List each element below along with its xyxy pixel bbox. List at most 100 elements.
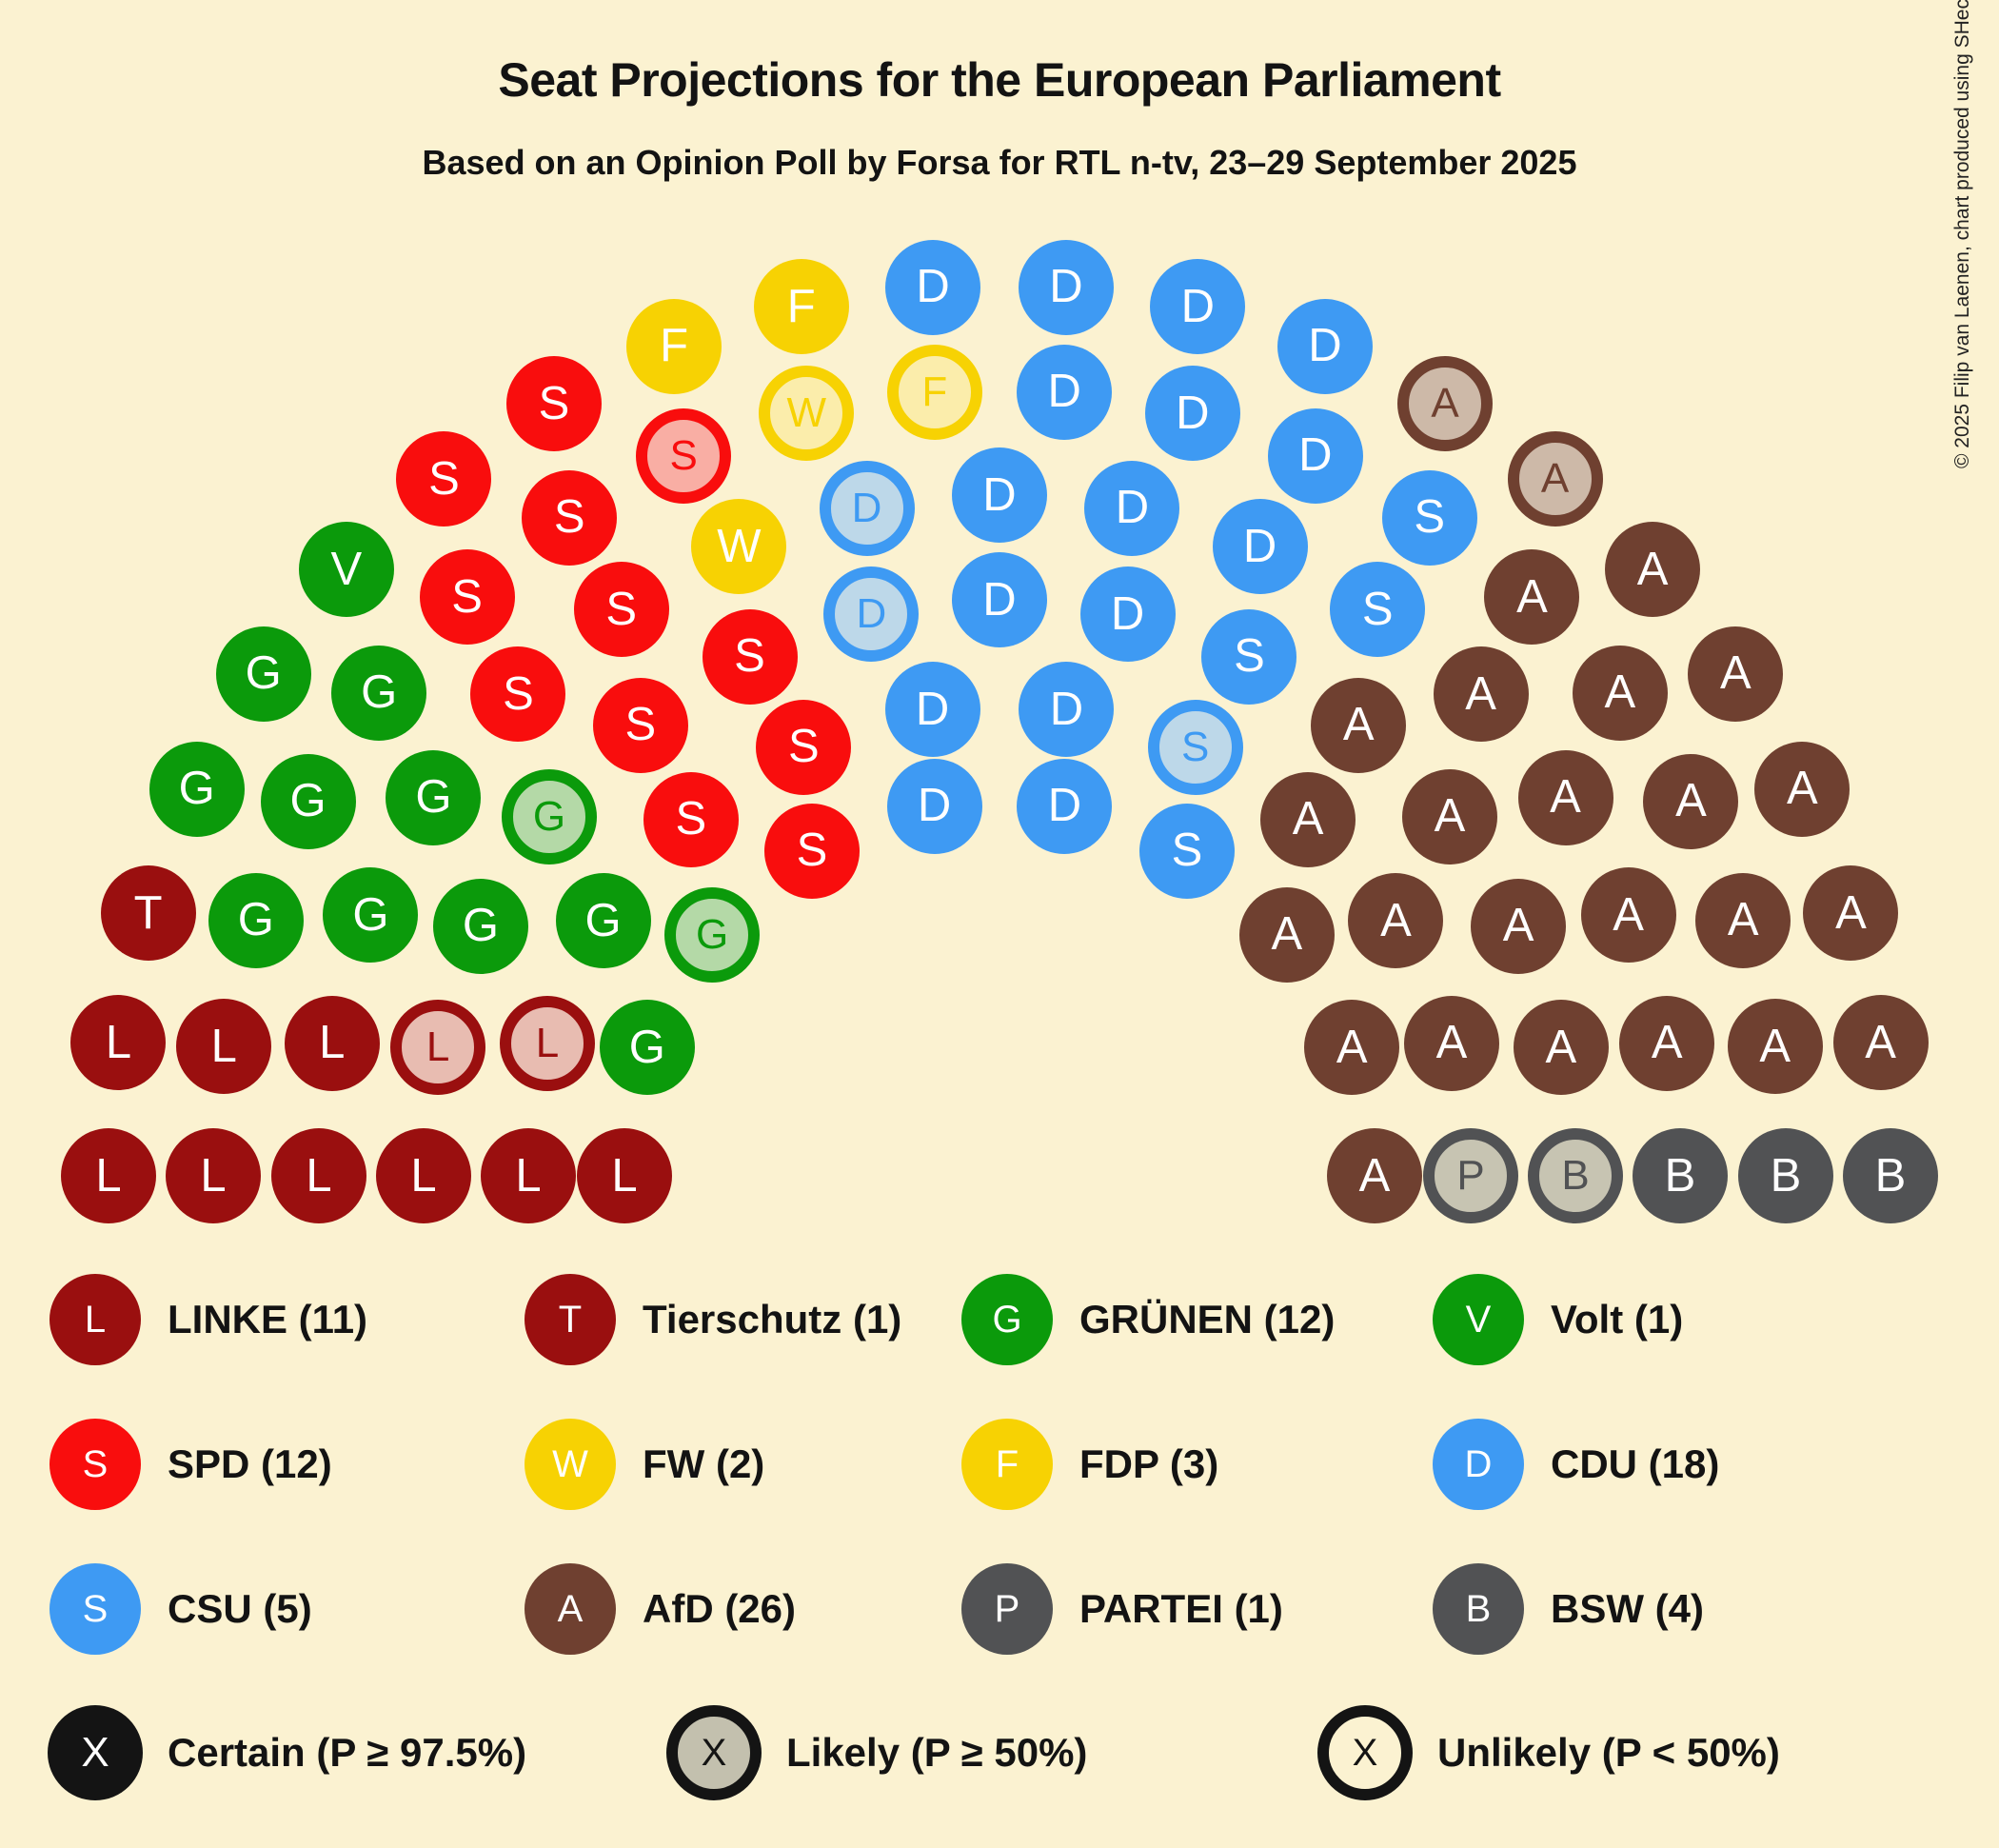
seat-afd: A [1517, 749, 1613, 845]
legend-party-icon: G [961, 1274, 1053, 1365]
seat-afd: A [1327, 1128, 1422, 1223]
seat-grünen: G [208, 872, 304, 968]
seat-afd: A [1260, 771, 1356, 867]
legend-label: AfD (26) [643, 1586, 797, 1631]
seat-fdp-likely: F [886, 344, 982, 440]
seat-afd: A [1403, 995, 1499, 1091]
seat-csu: S [1381, 469, 1477, 566]
seat-cdu: D [1017, 344, 1113, 440]
seat-spd: S [419, 549, 515, 646]
seat-afd: A [1402, 768, 1497, 864]
seat-csu: S [1201, 608, 1297, 705]
seat-linke: L [70, 995, 167, 1091]
legend-label: CDU (18) [1551, 1441, 1720, 1486]
seat-afd: A [1513, 1000, 1609, 1096]
seat-cdu: D [884, 662, 980, 758]
seat-spd: S [396, 431, 492, 527]
seat-grünen: G [215, 626, 311, 722]
seat-grünen: G [386, 749, 482, 845]
seat-linke-likely: L [500, 995, 596, 1091]
legend-party-icon: S [49, 1419, 141, 1510]
seat-grünen-likely: G [664, 886, 761, 983]
seat-afd: A [1580, 867, 1676, 964]
seat-cdu: D [1277, 298, 1373, 394]
seat-afd: A [1484, 549, 1580, 646]
seat-cdu: D [886, 758, 982, 854]
seat-afd: A [1572, 645, 1668, 741]
seat-afd: A [1727, 999, 1823, 1095]
seat-cdu: D [952, 447, 1047, 543]
seat-bsw: B [1843, 1128, 1938, 1223]
seat-cdu: D [1019, 662, 1115, 758]
legend-party-icon: D [1433, 1419, 1524, 1510]
seat-fw-likely: W [759, 366, 855, 462]
seat-linke: L [577, 1128, 672, 1223]
seat-cdu: D [1144, 366, 1240, 462]
seat-grünen: G [599, 1000, 695, 1096]
seat-fdp: F [753, 259, 849, 355]
legend-party-icon: B [1433, 1563, 1524, 1655]
seat-csu: S [1139, 803, 1235, 899]
seat-afd: A [1605, 522, 1701, 618]
seat-afd: A [1832, 995, 1929, 1091]
seat-grünen: G [260, 753, 356, 849]
seat-tierschutz: T [100, 865, 196, 962]
seat-afd-likely: A [1507, 431, 1603, 527]
page-title: Seat Projections for the European Parlia… [498, 53, 1501, 107]
seat-grünen: G [555, 873, 651, 969]
legend-party-icon: L [49, 1274, 141, 1365]
seat-linke: L [376, 1128, 471, 1223]
certainty-label: Likely (P ≥ 50%) [786, 1730, 1088, 1775]
legend-party-icon: S [49, 1563, 141, 1655]
legend-label: LINKE (11) [168, 1297, 368, 1341]
legend-label: FDP (3) [1079, 1441, 1219, 1486]
seat-linke: L [284, 995, 380, 1091]
seat-afd-likely: A [1397, 356, 1493, 452]
seat-bsw: B [1633, 1128, 1728, 1223]
seat-grünen: G [148, 741, 245, 837]
seat-partei-likely: P [1423, 1128, 1518, 1223]
seat-afd: A [1311, 677, 1407, 773]
seat-cdu: D [1017, 758, 1113, 854]
legend-label: PARTEI (1) [1079, 1586, 1283, 1631]
seat-bsw: B [1738, 1128, 1833, 1223]
seat-linke: L [271, 1128, 366, 1223]
seat-csu-likely: S [1147, 699, 1243, 795]
seat-afd: A [1433, 646, 1529, 743]
seat-linke: L [166, 1128, 261, 1223]
legend-label: Volt (1) [1551, 1297, 1684, 1341]
seat-afd: A [1619, 995, 1715, 1091]
seat-afd: A [1803, 865, 1899, 962]
seat-grünen: G [323, 867, 419, 964]
certainty-label: Certain (P ≥ 97.5%) [168, 1730, 527, 1775]
certainty-icon-likely: X [666, 1705, 762, 1800]
seat-spd: S [756, 699, 852, 795]
seat-spd: S [702, 608, 798, 705]
legend-party-icon: P [961, 1563, 1053, 1655]
seat-grünen: G [432, 878, 528, 974]
seat-afd: A [1304, 1000, 1400, 1096]
seat-spd: S [573, 562, 669, 658]
seat-bsw-likely: B [1528, 1128, 1623, 1223]
legend-party-icon: W [524, 1419, 616, 1510]
seat-cdu-likely: D [819, 460, 915, 556]
seat-cdu: D [1018, 239, 1114, 335]
legend-party-icon: F [961, 1419, 1053, 1510]
seat-cdu: D [1267, 407, 1363, 504]
seat-afd: A [1348, 873, 1444, 969]
seat-cdu: D [1212, 499, 1308, 595]
seat-linke: L [176, 999, 272, 1095]
seat-afd: A [1688, 626, 1784, 722]
legend-label: CSU (5) [168, 1586, 312, 1631]
seat-spd-likely: S [636, 407, 732, 504]
seat-linke: L [481, 1128, 576, 1223]
legend-label: FW (2) [643, 1441, 765, 1486]
seat-cdu: D [1084, 460, 1180, 556]
seat-cdu: D [1079, 566, 1176, 663]
seat-linke: L [61, 1128, 156, 1223]
page-subtitle: Based on an Opinion Poll by Forsa for RT… [422, 143, 1577, 182]
seat-spd: S [592, 677, 688, 773]
legend-party-icon: T [524, 1274, 616, 1365]
legend-label: SPD (12) [168, 1441, 332, 1486]
certainty-label: Unlikely (P < 50%) [1437, 1730, 1780, 1775]
